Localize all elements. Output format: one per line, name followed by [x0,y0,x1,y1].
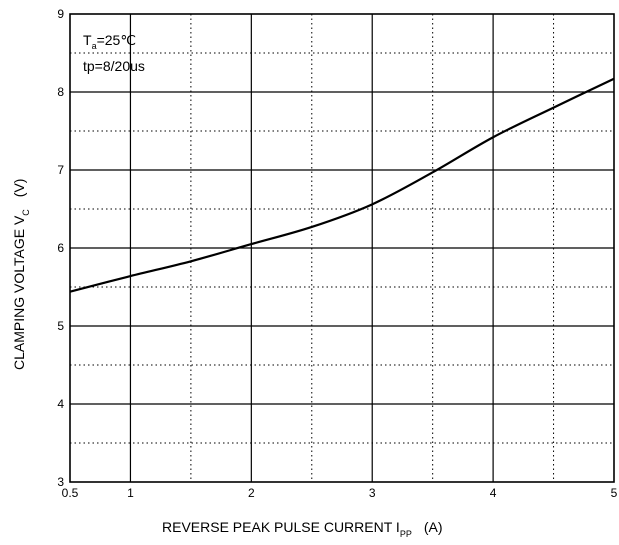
x-tick-label: 1 [127,486,134,500]
x-axis-title: REVERSE PEAK PULSE CURRENT IPP (A) [162,519,443,539]
x-tick-label: 2 [248,486,255,500]
x-tick-label: 5 [611,486,618,500]
clamping-voltage-curve [69,77,615,293]
y-tick-label: 9 [57,7,64,21]
y-tick-label: 5 [57,319,64,333]
y-tick-label: 8 [57,85,64,99]
temperature-annotation: Ta=25℃ [83,32,136,51]
x-tick-label: 0.5 [62,486,79,500]
y-tick-label: 3 [57,475,64,489]
y-axis-title: CLAMPING VOLTAGE VC(V) [11,179,31,370]
y-tick-label: 7 [57,163,64,177]
x-tick-labels: 0.5 1 2 3 4 5 [62,486,618,500]
major-grid [70,14,614,482]
x-tick-label: 4 [490,486,497,500]
x-tick-label: 3 [369,486,376,500]
y-tick-label: 4 [57,397,64,411]
plot-frame [69,13,615,483]
pulse-annotation: tp=8/20us [83,58,145,74]
y-tick-label: 6 [57,241,64,255]
y-tick-labels: 3 4 5 6 7 8 9 [57,7,64,489]
